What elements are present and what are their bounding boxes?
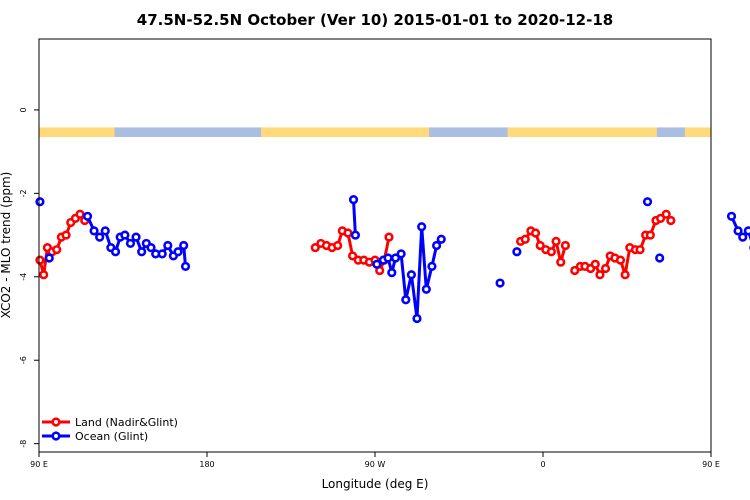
data-point [655, 253, 665, 263]
data-point [495, 278, 505, 288]
data-point [372, 259, 382, 269]
strip-layer [39, 127, 711, 138]
data-point [738, 232, 748, 242]
series-line [352, 199, 357, 236]
data-point [137, 247, 147, 257]
data-point [383, 253, 393, 263]
y-ticks: 0 -2 -4 -6 -8 [19, 107, 39, 448]
data-point [157, 249, 167, 259]
data-point [163, 240, 173, 251]
data-point [82, 211, 93, 221]
data-point [100, 226, 110, 236]
data-point [146, 242, 156, 253]
legend-label: Ocean (Glint) [75, 430, 148, 443]
legend-swatch-marker [51, 417, 61, 427]
data-point [125, 238, 136, 249]
data-point [44, 253, 54, 263]
y-tick-label: -4 [19, 273, 28, 281]
data-point [590, 259, 600, 269]
y-tick-label: 0 [19, 107, 28, 112]
data-point [35, 197, 45, 207]
data-point [530, 228, 541, 238]
legend-label: Land (Nadir&Glint) [75, 416, 178, 429]
data-point [743, 226, 750, 236]
data-point [310, 242, 320, 253]
x-tick-label: 0 [540, 460, 545, 469]
data-point [635, 245, 645, 255]
data-point [427, 261, 437, 271]
data-point [560, 240, 571, 251]
data-point [350, 230, 361, 240]
data-point [520, 234, 530, 244]
data-point [39, 270, 49, 280]
data-point [343, 228, 353, 238]
data-point [432, 240, 442, 251]
data-point [333, 240, 343, 251]
ocean-strip-segment [114, 127, 262, 138]
data-point [620, 270, 630, 280]
data-point [384, 232, 394, 242]
x-tick-label: 90 E [702, 460, 720, 469]
data-point [110, 247, 121, 257]
data-point [75, 209, 85, 219]
legend: Land (Nadir&Glint)Ocean (Glint) [42, 416, 178, 443]
data-point [348, 251, 358, 261]
y-tick-label: -8 [19, 440, 28, 448]
data-point [655, 213, 666, 223]
data-point [546, 247, 557, 257]
ocean-strip-segment [429, 127, 508, 138]
y-tick-label: -2 [19, 189, 28, 197]
data-point [348, 195, 359, 205]
data-point [401, 295, 411, 305]
data-point [726, 211, 737, 221]
x-tick-label: 90 W [365, 460, 386, 469]
data-point [180, 261, 191, 271]
data-point [615, 255, 626, 265]
data-point [95, 232, 105, 242]
data-point [406, 270, 417, 280]
data-point [89, 226, 99, 236]
data-point [52, 245, 62, 255]
y-tick-label: -6 [19, 356, 28, 364]
data-point [733, 226, 743, 236]
data-point [179, 240, 189, 251]
chart-title: 47.5N-52.5N October (Ver 10) 2015-01-01 … [137, 11, 613, 29]
x-tick-label: 90 E [30, 460, 48, 469]
data-point [661, 209, 671, 219]
data-point [396, 249, 406, 259]
data-point [551, 236, 561, 246]
land-strip [39, 127, 711, 138]
data-point [390, 253, 401, 263]
data-point [595, 270, 605, 280]
data-point [642, 197, 653, 207]
data-point [570, 265, 580, 276]
data-point [387, 268, 397, 278]
data-point [61, 230, 71, 240]
data-point [512, 247, 522, 257]
data-point [417, 222, 427, 232]
x-ticks: 90 E 180 90 W 0 90 E [30, 452, 720, 469]
data-point [131, 232, 141, 242]
data-point [535, 240, 545, 251]
data-point [645, 230, 655, 240]
data-point [173, 247, 183, 257]
y-axis-label: XCO2 - MLO trend (ppm) [0, 172, 13, 319]
data-point [600, 263, 611, 274]
data-point [556, 257, 566, 267]
x-axis-label: Longitude (deg E) [322, 477, 429, 491]
data-point [35, 255, 45, 265]
data-point [436, 234, 446, 244]
data-point [412, 313, 422, 324]
data-point [120, 230, 130, 240]
legend-swatch-marker [51, 431, 61, 441]
ocean-strip-segment [656, 127, 685, 138]
series-layer [35, 195, 750, 324]
data-point [421, 284, 431, 294]
data-point [666, 215, 676, 226]
x-tick-label: 180 [199, 460, 214, 469]
